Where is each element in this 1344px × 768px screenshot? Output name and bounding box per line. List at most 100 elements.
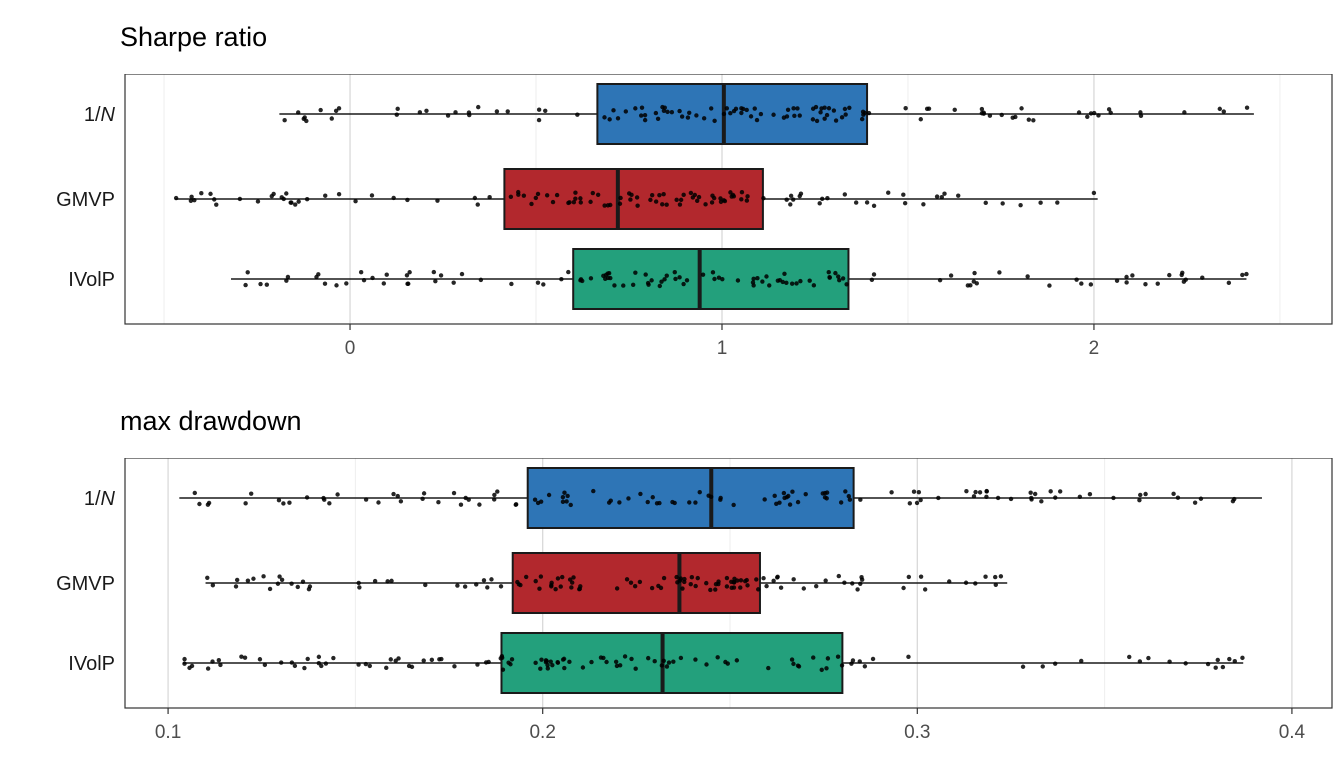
data-point — [316, 654, 322, 660]
data-point — [322, 281, 328, 286]
data-point — [911, 489, 917, 494]
sharpe-ratio-chart-block: Sharpe ratio 1/N GMVP IVolP 0 1 2 — [0, 0, 1344, 374]
data-point — [679, 114, 685, 119]
data-point — [1053, 495, 1058, 500]
data-point — [541, 282, 546, 287]
data-point — [745, 194, 750, 199]
data-point — [545, 662, 550, 668]
data-point — [423, 582, 428, 588]
data-point — [1167, 659, 1172, 664]
data-point — [394, 112, 399, 117]
data-point — [1127, 654, 1132, 660]
data-point — [248, 491, 254, 496]
data-point — [1138, 110, 1143, 115]
data-point — [429, 657, 435, 663]
data-point — [604, 659, 609, 665]
data-point — [649, 278, 654, 283]
data-point — [370, 275, 375, 281]
data-point — [617, 663, 623, 668]
data-point — [611, 108, 616, 113]
data-point — [810, 117, 816, 122]
data-point — [704, 662, 709, 667]
data-point — [281, 501, 286, 506]
data-point — [847, 497, 853, 502]
data-point — [1244, 271, 1249, 277]
data-point — [710, 193, 715, 198]
data-point — [963, 580, 969, 585]
data-point — [1029, 495, 1034, 501]
data-point — [533, 195, 539, 201]
data-point — [405, 197, 410, 203]
y-axis-category-label: GMVP — [56, 573, 115, 595]
data-point — [646, 282, 651, 287]
data-point — [739, 110, 744, 116]
data-point — [639, 105, 645, 110]
data-point — [748, 114, 754, 119]
data-point — [376, 500, 381, 505]
data-point — [1008, 496, 1014, 502]
data-point — [363, 497, 369, 502]
data-point — [304, 197, 310, 202]
data-point — [344, 281, 349, 286]
data-point — [287, 500, 292, 505]
data-point — [571, 200, 577, 205]
data-point — [536, 117, 542, 123]
data-point — [724, 106, 730, 111]
data-point — [785, 107, 791, 113]
data-point — [789, 657, 795, 662]
data-point — [532, 497, 538, 502]
data-point — [704, 580, 709, 586]
data-point — [633, 666, 638, 671]
data-point — [424, 108, 429, 113]
data-point — [682, 579, 687, 585]
data-point — [485, 585, 490, 590]
data-point — [536, 107, 542, 112]
data-point — [452, 664, 457, 669]
data-point — [973, 581, 978, 586]
data-point — [825, 656, 831, 661]
data-point — [688, 581, 693, 587]
data-point — [688, 190, 694, 196]
data-point — [481, 578, 487, 583]
data-point — [539, 657, 544, 662]
data-point — [871, 272, 877, 277]
data-point — [445, 113, 451, 118]
data-point — [973, 489, 978, 495]
data-point — [475, 202, 480, 207]
data-point — [1200, 275, 1205, 280]
data-point — [1087, 491, 1093, 497]
data-point — [842, 580, 847, 585]
data-point — [673, 276, 678, 282]
data-point — [1182, 110, 1187, 115]
data-point — [664, 202, 669, 207]
data-point — [329, 116, 334, 121]
data-point — [633, 270, 638, 275]
data-point — [1167, 272, 1172, 278]
data-point — [560, 499, 566, 505]
data-point — [363, 661, 369, 667]
data-point — [630, 282, 636, 288]
data-point — [466, 110, 472, 115]
data-point — [721, 198, 726, 203]
data-point — [1025, 274, 1030, 279]
data-point — [615, 116, 621, 121]
data-point — [462, 584, 468, 589]
data-point — [835, 654, 841, 659]
data-point — [791, 106, 796, 111]
data-point — [693, 657, 698, 662]
data-point — [728, 111, 733, 116]
data-point — [243, 282, 248, 288]
data-point — [718, 495, 723, 501]
data-point — [657, 192, 662, 198]
data-point — [939, 194, 944, 200]
data-point — [775, 574, 780, 579]
data-point — [508, 194, 514, 199]
data-point — [761, 576, 766, 581]
data-point — [336, 191, 342, 197]
data-point — [302, 115, 307, 120]
data-point — [307, 584, 313, 589]
data-point — [575, 112, 580, 117]
data-point — [653, 110, 659, 116]
data-point — [792, 113, 797, 118]
data-point — [822, 495, 828, 500]
